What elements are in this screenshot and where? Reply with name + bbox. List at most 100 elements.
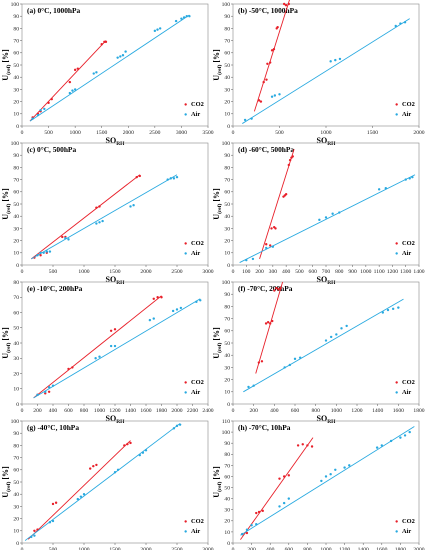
- x-tick-label: 1500: [109, 269, 120, 275]
- point-co2: [47, 390, 51, 393]
- point-air: [389, 439, 393, 443]
- point-air: [348, 464, 351, 467]
- point-air: [278, 93, 281, 96]
- point-co2: [260, 360, 264, 363]
- point-air: [335, 333, 338, 336]
- point-air: [247, 385, 250, 389]
- legend-label-air: Air: [402, 528, 411, 535]
- point-air: [119, 55, 122, 58]
- point-air: [384, 186, 387, 190]
- x-tick-label: 1400: [413, 269, 424, 275]
- point-co2: [277, 288, 280, 291]
- y-tick-label: 30: [224, 87, 230, 93]
- point-co2: [245, 531, 249, 535]
- x-tick-label: 1400: [372, 408, 383, 414]
- x-tick-label: 1800: [413, 408, 424, 414]
- point-co2: [287, 163, 290, 167]
- point-air: [98, 355, 101, 358]
- point-co2: [109, 329, 113, 332]
- point-air: [92, 72, 95, 75]
- y-tick-label: 0: [16, 541, 19, 547]
- y-axis-label: U(ref) [%]: [1, 49, 12, 81]
- point-air: [48, 250, 52, 253]
- point-air: [79, 495, 83, 498]
- x-tick-label: 600: [291, 408, 300, 414]
- x-tick-label: 200: [255, 269, 264, 275]
- x-tick-label: 500: [44, 130, 53, 136]
- y-tick-label: 20: [13, 517, 19, 523]
- point-air: [169, 177, 172, 180]
- y-axis-label: U(ref) [%]: [1, 466, 12, 498]
- y-axis-label: U(ref) [%]: [212, 466, 223, 498]
- x-tick-label: 1200: [351, 408, 362, 414]
- x-tick-label: 1000: [94, 408, 105, 414]
- legend-marker-air: ●: [184, 112, 187, 118]
- y-tick-label: 70: [13, 295, 19, 301]
- point-co2: [92, 464, 95, 468]
- point-air: [185, 15, 188, 18]
- y-tick-label: 20: [13, 371, 19, 377]
- point-co2: [301, 443, 304, 446]
- point-air: [331, 212, 334, 215]
- point-air: [288, 363, 292, 367]
- point-air: [31, 117, 34, 120]
- point-co2: [275, 286, 278, 290]
- legend-label-air: Air: [402, 111, 411, 118]
- point-air: [36, 113, 40, 117]
- y-tick-label: 40: [224, 214, 230, 220]
- y-tick-label: 50: [13, 202, 19, 208]
- legend-label-co2: CO2: [402, 379, 415, 386]
- x-tick-label: 1200: [109, 408, 120, 414]
- point-air: [113, 471, 117, 474]
- point-air: [375, 446, 379, 449]
- point-co2: [272, 47, 276, 51]
- point-co2: [54, 501, 58, 504]
- point-air: [48, 521, 52, 524]
- point-air: [397, 306, 400, 309]
- y-axis-label: U(ref) [%]: [212, 188, 223, 220]
- point-co2: [100, 43, 103, 46]
- point-co2: [278, 477, 281, 480]
- point-co2: [291, 155, 294, 158]
- x-tick-label: 3000: [176, 130, 187, 136]
- fit-line-co2: [33, 295, 162, 399]
- y-tick-label: 30: [224, 508, 230, 514]
- point-air: [245, 258, 248, 262]
- x-tick-label: 400: [266, 547, 275, 550]
- y-tick-label: 60: [224, 190, 230, 196]
- legend-label-air: Air: [191, 389, 200, 396]
- point-air: [180, 17, 183, 20]
- y-tick-label: 100: [222, 280, 231, 286]
- y-tick-label: 80: [224, 304, 230, 310]
- point-co2: [270, 49, 274, 52]
- point-co2: [73, 68, 77, 72]
- point-air: [109, 344, 113, 348]
- point-air: [411, 175, 414, 179]
- point-air: [386, 308, 390, 312]
- point-air: [252, 384, 255, 387]
- x-tick-label: 1800: [395, 547, 406, 550]
- x-tick-label: 2500: [149, 130, 160, 136]
- y-tick-label: 30: [13, 356, 19, 362]
- y-tick-label: 20: [224, 239, 230, 245]
- legend-label-co2: CO2: [191, 240, 204, 247]
- point-air: [101, 219, 104, 223]
- point-air: [44, 390, 47, 393]
- y-axis-label: U(ref) [%]: [212, 49, 223, 81]
- point-air: [174, 19, 178, 23]
- x-tick-label: 200: [33, 408, 42, 414]
- point-co2: [126, 442, 129, 446]
- x-tick-label: 400: [282, 269, 291, 275]
- y-tick-label: 40: [13, 75, 19, 81]
- point-air: [179, 306, 183, 310]
- x-tick-label: 2400: [202, 408, 213, 414]
- legend-marker-air: ●: [395, 112, 398, 118]
- point-air: [340, 327, 343, 330]
- x-tick-label: 1000: [78, 269, 89, 275]
- x-tick-label: 600: [64, 408, 73, 414]
- y-tick-label: 10: [13, 112, 19, 118]
- point-air: [30, 535, 33, 539]
- y-tick-label: 30: [13, 87, 19, 93]
- y-tick-label: 20: [224, 519, 230, 525]
